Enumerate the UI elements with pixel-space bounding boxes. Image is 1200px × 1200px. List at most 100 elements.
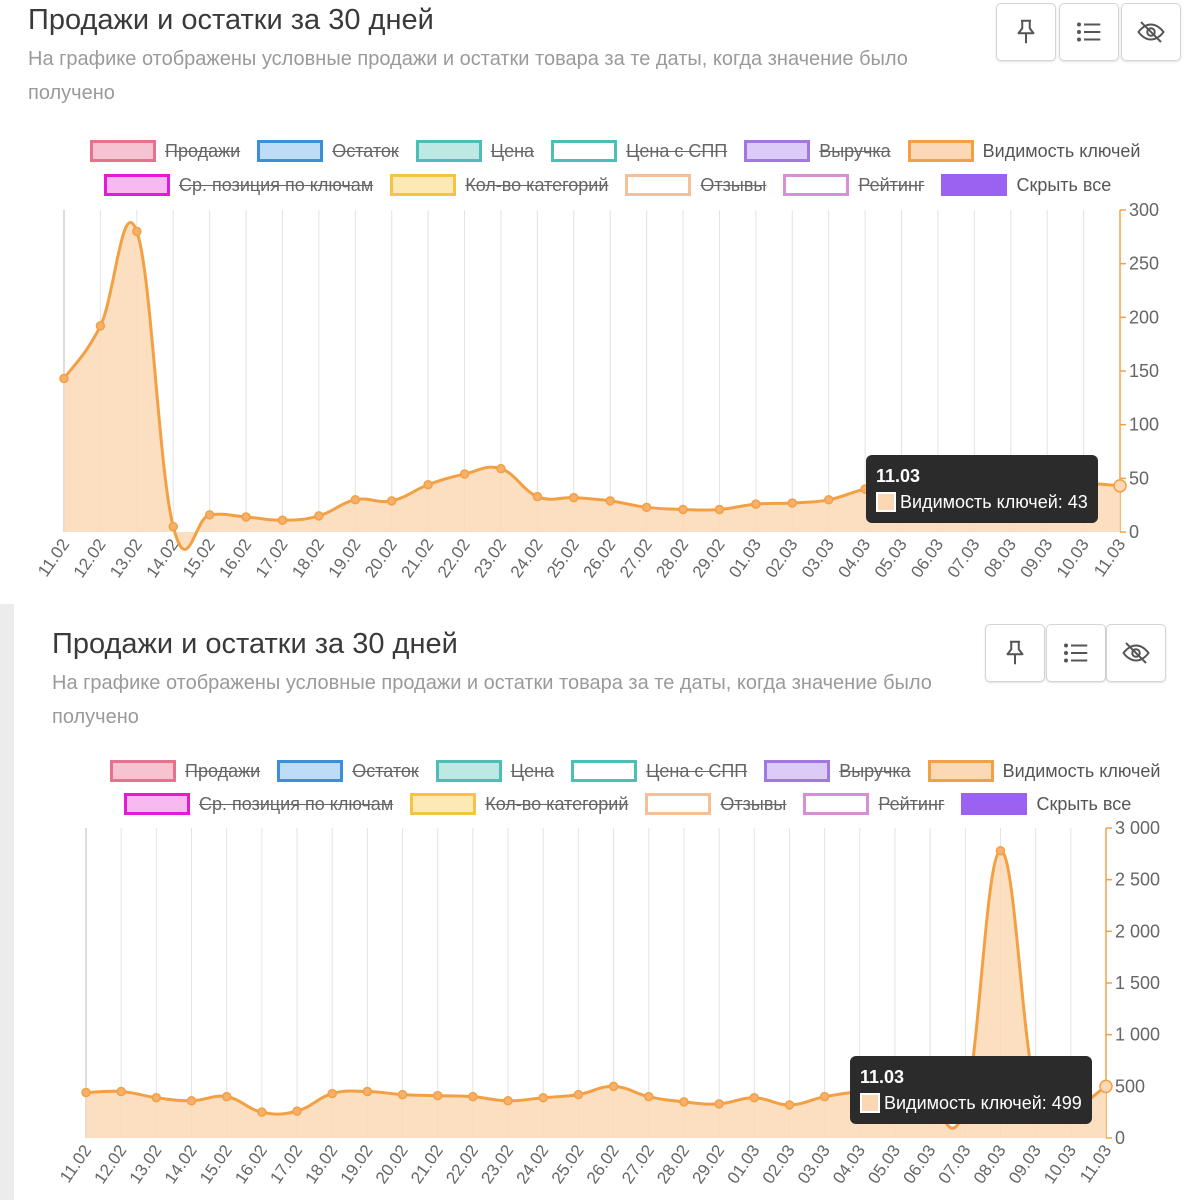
legend-item[interactable]: Цена с СПП xyxy=(571,760,747,782)
data-point xyxy=(641,502,652,513)
legend-item[interactable]: Кол-во категорий xyxy=(410,793,628,815)
legend-label: Видимость ключей xyxy=(982,140,1141,161)
chart-subtitle: На графике отображены условные продажи и… xyxy=(28,48,908,104)
legend-item[interactable]: Выручка xyxy=(744,140,891,162)
pin-button[interactable] xyxy=(985,624,1045,682)
data-point xyxy=(714,1099,724,1109)
legend-label: Остаток xyxy=(352,760,419,781)
y-tick-label: 2 500 xyxy=(1115,870,1160,890)
data-point xyxy=(468,1091,478,1102)
data-point xyxy=(59,373,69,384)
legend-swatch xyxy=(551,140,618,162)
y-tick-label: 500 xyxy=(1115,1076,1145,1096)
pin-icon xyxy=(1017,19,1035,44)
legend-swatch xyxy=(927,760,994,782)
x-tick-label: 11.03 xyxy=(1090,535,1129,580)
legend-item[interactable]: Скрыть все xyxy=(941,174,1111,196)
legend-item[interactable]: Видимость ключей xyxy=(907,140,1141,162)
legend-swatch xyxy=(744,140,811,162)
data-point xyxy=(532,491,543,502)
legend-swatch xyxy=(415,140,482,162)
x-tick-label: 28.02 xyxy=(652,535,692,581)
legend-item[interactable]: Цена xyxy=(435,760,554,782)
legend-label: Скрыть все xyxy=(1016,174,1112,195)
x-tick-label: 17.02 xyxy=(266,1141,306,1187)
y-tick-label: 2 000 xyxy=(1115,921,1160,941)
legend-item[interactable]: Отзывы xyxy=(625,174,766,196)
tooltip-swatch xyxy=(860,1093,880,1113)
legend-item[interactable]: Кол-во категорий xyxy=(390,174,608,196)
legend-item[interactable]: Продажи xyxy=(90,140,240,162)
legend-swatch xyxy=(803,793,870,815)
panel-divider xyxy=(0,604,14,1200)
list-button[interactable] xyxy=(1046,624,1106,682)
legend-swatch xyxy=(90,140,156,162)
legend-swatch xyxy=(410,793,477,815)
hide-button[interactable] xyxy=(1106,624,1166,682)
data-point xyxy=(1113,479,1127,493)
tooltip-date: 11.03 xyxy=(876,466,921,486)
tooltip-swatch xyxy=(876,492,896,512)
x-tick-label: 04.03 xyxy=(834,535,874,581)
x-tick-label: 14.02 xyxy=(143,535,183,581)
legend-label: Остаток xyxy=(332,140,399,161)
legend-item[interactable]: Рейтинг xyxy=(803,793,944,815)
list-button[interactable] xyxy=(1059,3,1119,61)
legend-swatch xyxy=(783,174,850,196)
x-tick-label: 02.03 xyxy=(759,1141,799,1187)
x-tick-label: 12.02 xyxy=(70,535,110,581)
legend-item[interactable]: Видимость ключей xyxy=(927,760,1160,782)
legend-swatch xyxy=(104,174,170,196)
data-point xyxy=(386,496,397,506)
x-tick-label: 29.02 xyxy=(688,1141,728,1187)
legend-swatch xyxy=(390,174,457,196)
x-tick-label: 24.02 xyxy=(513,1141,553,1187)
x-tick-label: 20.02 xyxy=(372,1141,412,1187)
legend-item[interactable]: Ср. позиция по ключам xyxy=(124,793,393,815)
x-tick-label: 05.03 xyxy=(871,535,911,581)
y-tick-label: 0 xyxy=(1115,1128,1125,1148)
legend-item[interactable]: Цена с СПП xyxy=(551,140,727,162)
series-line xyxy=(85,849,1107,1130)
data-point xyxy=(314,511,324,521)
legend-item[interactable]: Скрыть все xyxy=(961,793,1131,815)
pin-button[interactable] xyxy=(996,3,1056,61)
x-tick-label: 10.03 xyxy=(1053,535,1093,581)
legend-label: Ср. позиция по ключам xyxy=(179,174,374,195)
legend-item[interactable]: Продажи xyxy=(110,760,260,782)
tooltip-value: Видимость ключей: 43 xyxy=(900,492,1088,512)
hide-button[interactable] xyxy=(1121,3,1181,61)
y-tick-label: 0 xyxy=(1129,522,1139,542)
x-tick-label: 25.02 xyxy=(548,1141,588,1187)
data-point xyxy=(823,495,834,505)
legend-swatch xyxy=(961,793,1028,815)
list-icon xyxy=(1077,22,1101,42)
x-tick-label: 22.02 xyxy=(442,1141,482,1187)
data-point xyxy=(819,1091,830,1102)
eye-off-icon xyxy=(1122,642,1150,664)
data-point xyxy=(1099,1079,1113,1094)
x-tick-label: 24.02 xyxy=(507,535,547,581)
legend-swatch xyxy=(625,174,692,196)
x-tick-label: 02.03 xyxy=(762,535,802,581)
legend-item[interactable]: Остаток xyxy=(257,140,399,162)
x-tick-label: 07.03 xyxy=(935,1141,975,1187)
legend-item[interactable]: Рейтинг xyxy=(783,174,924,196)
x-tick-label: 20.02 xyxy=(361,535,401,581)
data-point xyxy=(95,321,106,331)
data-point xyxy=(751,499,761,509)
legend-item[interactable]: Остаток xyxy=(277,760,419,782)
legend-item[interactable]: Выручка xyxy=(764,760,911,782)
x-tick-label: 16.02 xyxy=(215,535,255,581)
y-tick-label: 100 xyxy=(1129,415,1159,435)
x-tick-label: 12.02 xyxy=(90,1141,130,1187)
data-point xyxy=(503,1096,513,1106)
x-tick-label: 01.03 xyxy=(724,1141,764,1187)
legend-row: Ср. позиция по ключам Кол-во категорий Отз… xyxy=(104,174,1128,196)
x-tick-label: 03.03 xyxy=(794,1141,834,1187)
x-tick-label: 06.03 xyxy=(907,535,947,581)
legend-item[interactable]: Цена xyxy=(415,140,534,162)
x-tick-label: 21.02 xyxy=(397,535,437,581)
legend-item[interactable]: Отзывы xyxy=(645,793,786,815)
legend-item[interactable]: Ср. позиция по ключам xyxy=(104,174,373,196)
